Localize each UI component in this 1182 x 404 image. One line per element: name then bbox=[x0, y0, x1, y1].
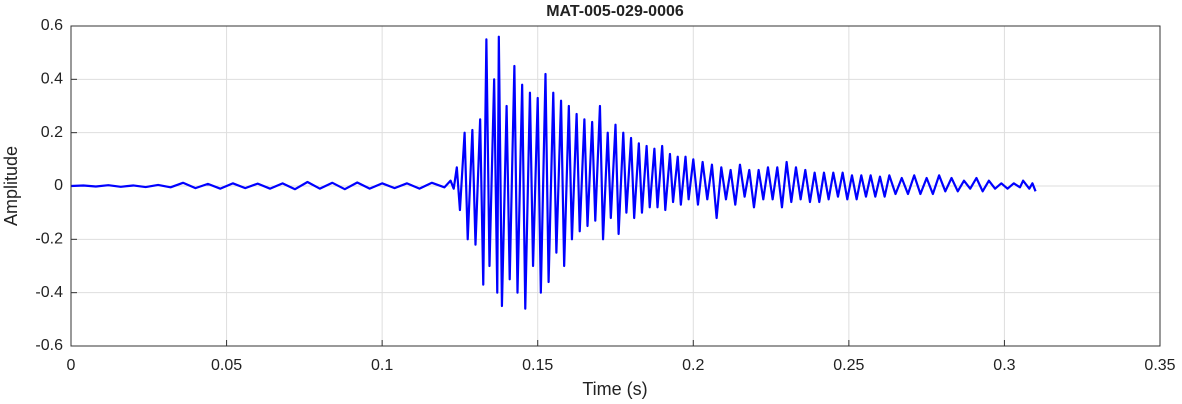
plot-frame bbox=[70, 25, 1161, 347]
y-axis-label: Amplitude bbox=[1, 146, 21, 226]
y-tick-label: 0.2 bbox=[41, 124, 63, 141]
x-tick-label: 0.3 bbox=[993, 357, 1015, 374]
chart-title: MAT-005-029-0006 bbox=[546, 3, 684, 20]
signal-line bbox=[70, 35, 1037, 310]
y-tick-label: 0 bbox=[54, 177, 63, 194]
y-tick-label: -0.2 bbox=[35, 231, 63, 248]
x-tick-label: 0.25 bbox=[833, 357, 864, 374]
x-tick-label: 0 bbox=[67, 357, 76, 374]
x-tick-label: 0.2 bbox=[682, 357, 704, 374]
y-tick-label: 0.6 bbox=[41, 17, 63, 34]
y-tick-label: -0.6 bbox=[35, 337, 63, 354]
x-tick-label: 0.05 bbox=[211, 357, 242, 374]
x-axis-label: Time (s) bbox=[582, 379, 647, 399]
x-tick-label: 0.15 bbox=[522, 357, 553, 374]
y-tick-label: -0.4 bbox=[35, 284, 63, 301]
x-tick-label: 0.1 bbox=[371, 357, 393, 374]
x-tick-label: 0.35 bbox=[1144, 357, 1175, 374]
y-tick-label: 0.4 bbox=[41, 71, 63, 88]
